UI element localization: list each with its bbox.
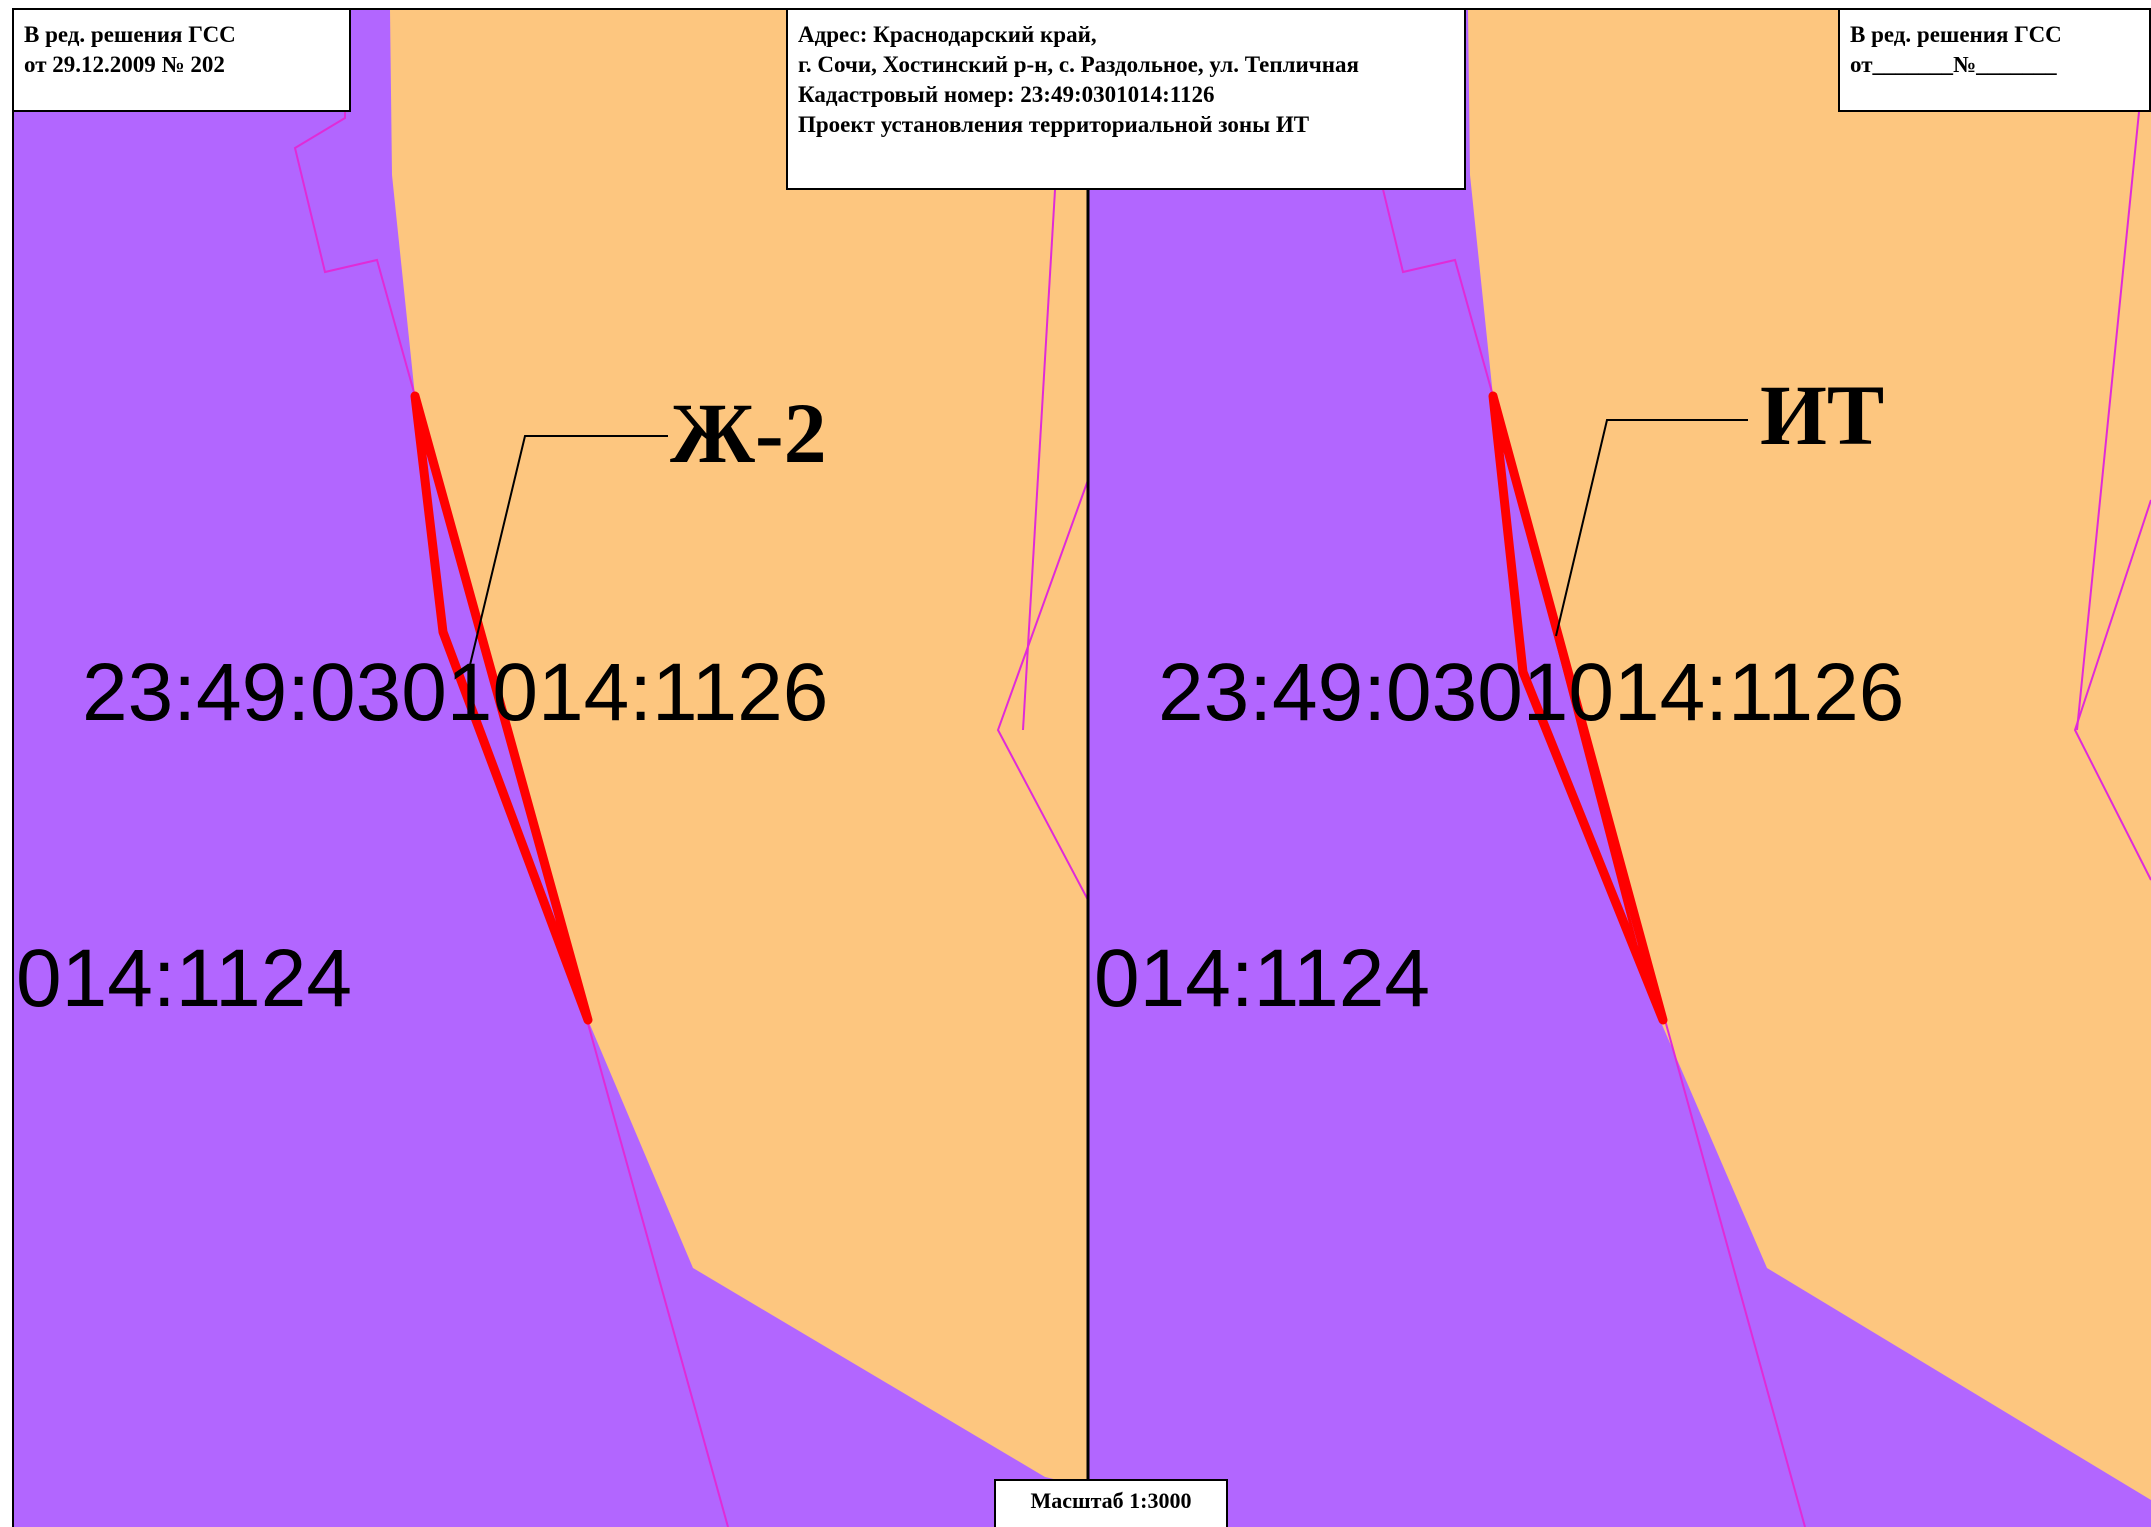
parcel-number-neighbor-left: 014:1124 [16,933,352,1024]
edition-line: от_______№_______ [1850,52,2057,77]
parcel-boundary [2073,499,2151,881]
title-address-line: г. Сочи, Хостинский р-н, с. Раздольное, … [798,52,1359,77]
other-zone-area [390,10,1088,1487]
zone-label-leader [1555,419,1748,637]
parcel-number-main-right: 23:49:0301014:1126 [1158,647,1905,738]
title-project-name: Проект установления территориальной зоны… [798,112,1310,137]
left-edition-box: В ред. решения ГСС от 29.12.2009 № 202 [12,8,351,112]
parcel-boundary [1664,1019,1806,1527]
right-edition-box: В ред. решения ГСС от_______№_______ [1838,8,2151,112]
parcel-boundary [2076,111,2140,731]
title-address-line: Адрес: Краснодарский край, [798,22,1097,47]
title-cadastral-number: Кадастровый номер: 23:49:0301014:1126 [798,82,1215,107]
zone-label-right: ИТ [1760,367,1885,463]
parcel-boundary [996,479,1089,901]
parcel-boundary [293,100,416,397]
edition-line: от 29.12.2009 № 202 [24,52,225,77]
edition-line: В ред. решения ГСС [1850,22,2062,47]
scale-label: Масштаб 1:3000 [994,1479,1228,1527]
highlighted-parcel [1488,391,1668,1025]
zone-label-left: Ж-2 [670,385,827,481]
left-map-panel [14,10,1089,1527]
other-zone-area [1468,10,2151,1500]
parcel-number-neighbor-right: 014:1124 [1094,933,1430,1024]
zone-label-leader [469,435,668,666]
title-box: Адрес: Краснодарский край, г. Сочи, Хост… [786,8,1466,190]
highlighted-parcel-edge [1491,395,1642,961]
edition-line: В ред. решения ГСС [24,22,236,47]
parcel-boundary [1022,189,1056,731]
parcel-number-main-left: 23:49:0301014:1126 [82,647,829,738]
right-map-panel [1088,10,2151,1527]
parcel-boundary [586,1019,729,1527]
highlighted-parcel [410,391,593,1025]
